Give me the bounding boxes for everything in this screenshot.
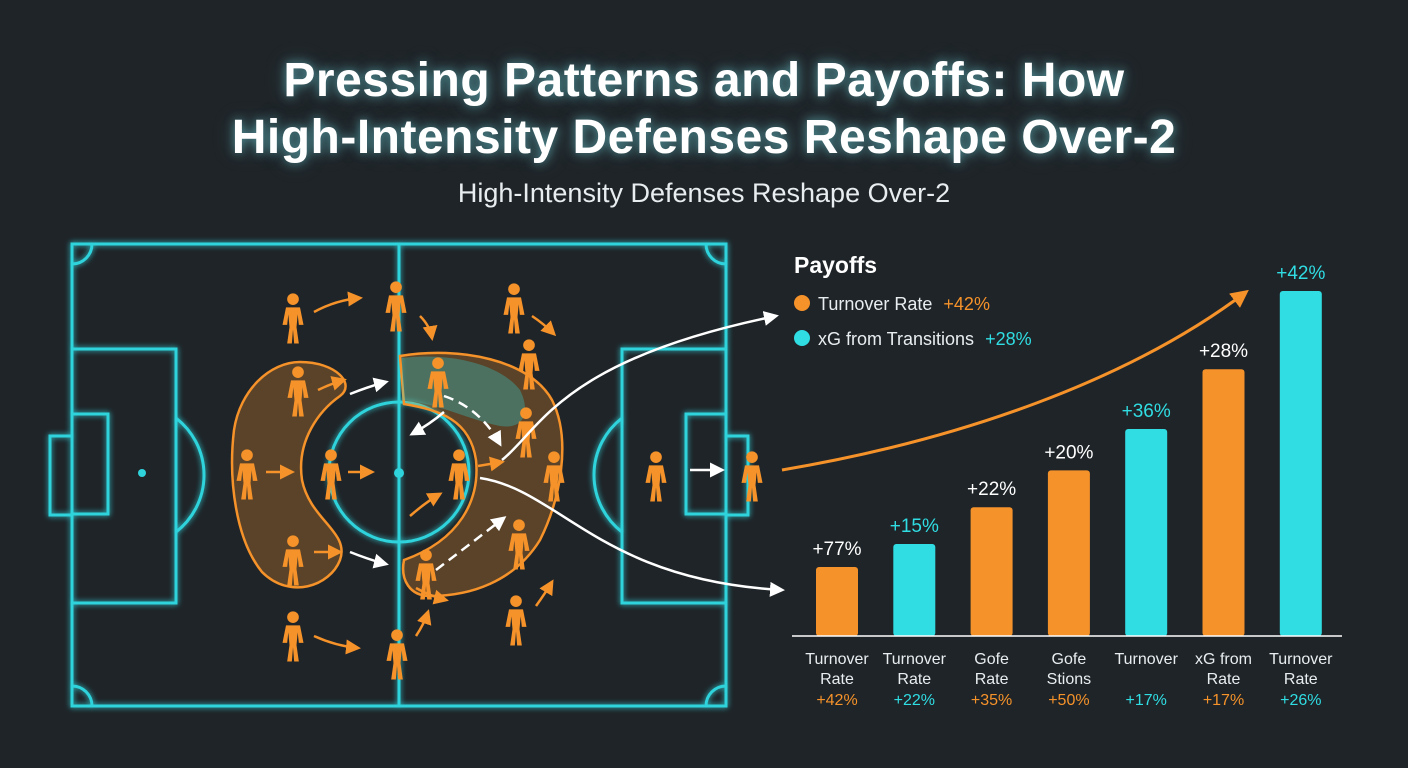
legend-label: xG from Transitions xyxy=(818,329,974,349)
arrow-icon xyxy=(443,394,502,447)
chart-title: Pressing Patterns and Payoffs: How High-… xyxy=(0,52,1408,166)
left-goal-area xyxy=(70,412,110,516)
orange-movement-arrows xyxy=(266,291,557,655)
arrow-icon xyxy=(419,315,438,341)
category-label: Stions xyxy=(1047,671,1091,688)
player-icon xyxy=(645,451,667,502)
bar-value-label: +22% xyxy=(967,479,1016,500)
arrow-icon xyxy=(313,291,363,314)
player-icon xyxy=(386,629,408,680)
chart-subtitle: High-Intensity Defenses Reshape Over-2 xyxy=(457,178,951,208)
arrow-icon xyxy=(349,377,389,396)
arrow-icon xyxy=(409,411,445,436)
arrow-icon xyxy=(534,579,554,607)
bar-value-label: +15% xyxy=(890,516,939,537)
title-line-1: Pressing Patterns and Payoffs: How xyxy=(283,54,1125,107)
legend-swatch-orange xyxy=(794,295,810,311)
legend-value: +28% xyxy=(985,329,1032,349)
right-goal-area xyxy=(684,412,728,516)
legend-value: +42% xyxy=(943,294,990,314)
player-icon xyxy=(741,451,763,502)
svg-text:Turnover Rate +42%: Turnover Rate +42% xyxy=(818,294,990,314)
category-sub-label: +22% xyxy=(894,692,935,709)
left-penalty-box xyxy=(70,347,178,605)
left-penalty-spot xyxy=(138,469,146,477)
bar-value-label: +36% xyxy=(1122,401,1171,422)
category-label: Rate xyxy=(897,671,931,688)
arrow-icon xyxy=(477,456,505,472)
corner-arc xyxy=(704,684,727,707)
category-label: Gofe xyxy=(974,651,1009,668)
legend-item-turnover: Turnover Rate +42% xyxy=(794,294,990,314)
bar xyxy=(893,544,936,636)
arrow-icon xyxy=(531,314,557,337)
bar xyxy=(816,567,858,636)
right-penalty-arc xyxy=(592,416,623,534)
bar-value-label: +42% xyxy=(1276,263,1325,284)
category-sub-label: +50% xyxy=(1048,692,1089,709)
trend-arrow-icon xyxy=(781,289,1249,472)
bar-value-label: +77% xyxy=(812,539,861,560)
category-label: Turnover xyxy=(883,651,947,668)
category-sub-label: +17% xyxy=(1126,692,1167,709)
arrow-icon xyxy=(435,516,507,571)
bar xyxy=(1125,429,1168,636)
bar-chart: +77% Turnover Rate +42% +15% Turnover Rate +22%… xyxy=(805,263,1333,709)
bar xyxy=(1202,369,1245,636)
category-label: Rate xyxy=(1207,671,1241,688)
right-penalty-box xyxy=(620,347,728,605)
corner-arc xyxy=(71,684,94,707)
player-icon xyxy=(385,281,407,332)
category-label: Rate xyxy=(1284,671,1318,688)
left-goal xyxy=(48,434,74,517)
legend: Payoffs Turnover Rate +42% xG from Trans… xyxy=(794,252,1032,349)
bar xyxy=(970,507,1013,636)
corner-arc xyxy=(71,243,94,266)
player-icon xyxy=(282,293,304,344)
category-label: Rate xyxy=(975,671,1009,688)
arrow-icon xyxy=(479,476,785,597)
pitch xyxy=(48,242,750,708)
legend-label: Turnover Rate xyxy=(818,294,932,314)
left-penalty-arc xyxy=(175,416,206,534)
arrow-icon xyxy=(414,609,432,637)
arrow-icon xyxy=(313,634,361,655)
category-label: Gofe xyxy=(1052,651,1087,668)
category-label: Turnover xyxy=(1114,651,1178,668)
player-icon xyxy=(505,595,527,646)
svg-text:xG from Transitions +2: xG from Transitions +28% xyxy=(818,329,1032,349)
legend-item-xg: xG from Transitions +28% xyxy=(794,329,1032,349)
category-label: xG from xyxy=(1195,651,1252,668)
center-spot xyxy=(394,468,404,478)
legend-title: Payoffs xyxy=(794,252,877,278)
category-label: Turnover xyxy=(1269,651,1333,668)
category-sub-label: +35% xyxy=(971,692,1012,709)
bar-value-label: +28% xyxy=(1199,341,1248,362)
white-pressing-arrows xyxy=(349,311,785,597)
bar xyxy=(1047,470,1090,636)
bar-value-label: +20% xyxy=(1044,442,1093,463)
title-line-2: High-Intensity Defenses Reshape Over-2 xyxy=(231,111,1177,164)
category-sub-label: +42% xyxy=(816,692,857,709)
bar xyxy=(1279,291,1322,636)
player-icon xyxy=(503,283,525,334)
arrow-icon xyxy=(415,586,449,605)
category-label: Turnover xyxy=(805,651,869,668)
arrow-icon xyxy=(317,376,347,392)
category-sub-label: +17% xyxy=(1203,692,1244,709)
category-sub-label: +26% xyxy=(1280,692,1321,709)
arrow-icon xyxy=(409,492,443,517)
corner-arc xyxy=(704,243,727,266)
legend-swatch-cyan xyxy=(794,330,810,346)
player-icon xyxy=(282,611,304,662)
arrow-icon xyxy=(501,311,779,461)
category-label: Rate xyxy=(820,671,854,688)
arrow-icon xyxy=(349,550,389,569)
